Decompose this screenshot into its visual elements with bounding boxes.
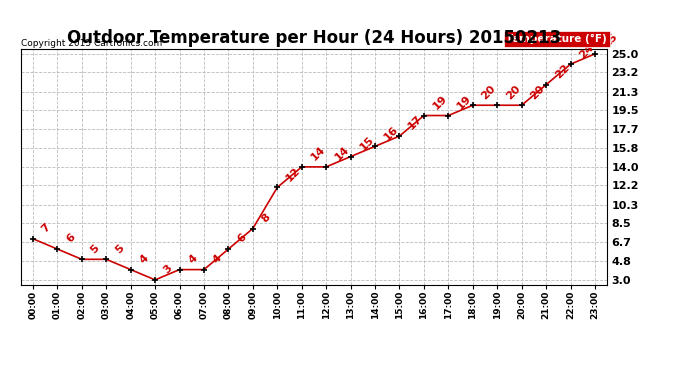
Title: Outdoor Temperature per Hour (24 Hours) 20150213: Outdoor Temperature per Hour (24 Hours) … (67, 29, 561, 47)
Text: 16: 16 (382, 124, 400, 142)
Text: 12: 12 (284, 165, 302, 183)
Text: 25: 25 (602, 32, 620, 50)
Text: 20: 20 (529, 83, 546, 101)
Text: Copyright 2015 Cartronics.com: Copyright 2015 Cartronics.com (21, 39, 162, 48)
Text: 19: 19 (431, 93, 449, 111)
Text: 14: 14 (308, 145, 327, 163)
Text: 14: 14 (333, 145, 351, 163)
Text: 6: 6 (64, 232, 77, 245)
Text: 15: 15 (357, 135, 375, 152)
Text: 19: 19 (455, 93, 473, 111)
Text: 20: 20 (480, 83, 497, 101)
Text: 7: 7 (40, 222, 52, 235)
Text: 20: 20 (504, 83, 522, 101)
Text: 6: 6 (235, 232, 248, 245)
Text: 5: 5 (113, 243, 126, 255)
Text: 5: 5 (89, 243, 101, 255)
Text: 4: 4 (137, 253, 150, 266)
Text: 8: 8 (260, 212, 273, 224)
Text: 24: 24 (578, 42, 595, 60)
Text: 4: 4 (211, 253, 224, 266)
Text: 22: 22 (553, 63, 571, 81)
Text: 4: 4 (186, 253, 199, 266)
Text: 17: 17 (406, 114, 424, 132)
Text: Temperature (°F): Temperature (°F) (506, 34, 607, 44)
Text: 3: 3 (162, 263, 175, 276)
